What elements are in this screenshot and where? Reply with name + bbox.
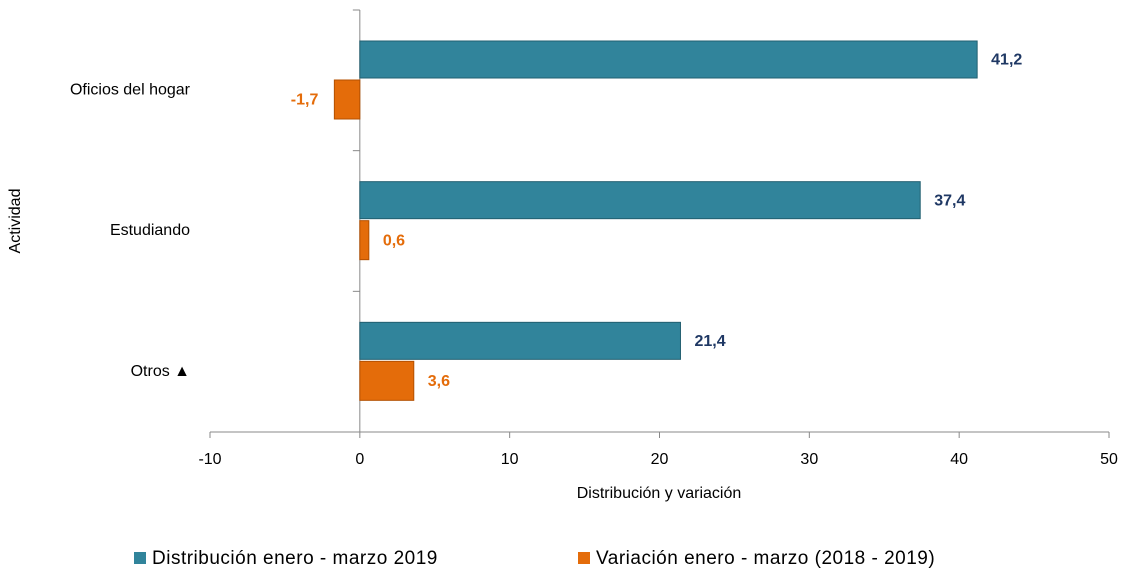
bar — [359, 321, 681, 360]
legend-label: Variación enero - marzo (2018 - 2019) — [596, 548, 935, 569]
x-tick-label: 0 — [355, 451, 364, 468]
x-tick-label: 10 — [501, 451, 519, 468]
category-label: Otros ▲ — [131, 363, 190, 380]
value-label: 21,4 — [694, 333, 725, 350]
value-label: 3,6 — [428, 373, 450, 390]
x-axis-label: Distribución y variación — [577, 485, 742, 502]
x-tick-label: 50 — [1100, 451, 1118, 468]
x-tick-label: 30 — [800, 451, 818, 468]
value-label: 37,4 — [934, 192, 965, 209]
value-label: 0,6 — [383, 232, 405, 249]
legend-swatch — [134, 552, 146, 564]
legend-swatch — [578, 552, 590, 564]
category-label: Estudiando — [110, 222, 190, 239]
category-label: Oficios del hogar — [70, 82, 191, 99]
value-label: -1,7 — [291, 92, 319, 109]
value-label: 41,2 — [991, 52, 1022, 69]
x-tick-label: -10 — [198, 451, 221, 468]
x-tick-label: 40 — [950, 451, 968, 468]
bar — [359, 181, 921, 220]
y-axis-label: Actividad — [7, 189, 24, 254]
legend-label: Distribución enero - marzo 2019 — [152, 548, 438, 569]
bar — [359, 360, 415, 401]
bar — [333, 79, 361, 120]
bar — [359, 220, 370, 261]
x-tick-label: 20 — [651, 451, 669, 468]
bar — [359, 40, 978, 79]
